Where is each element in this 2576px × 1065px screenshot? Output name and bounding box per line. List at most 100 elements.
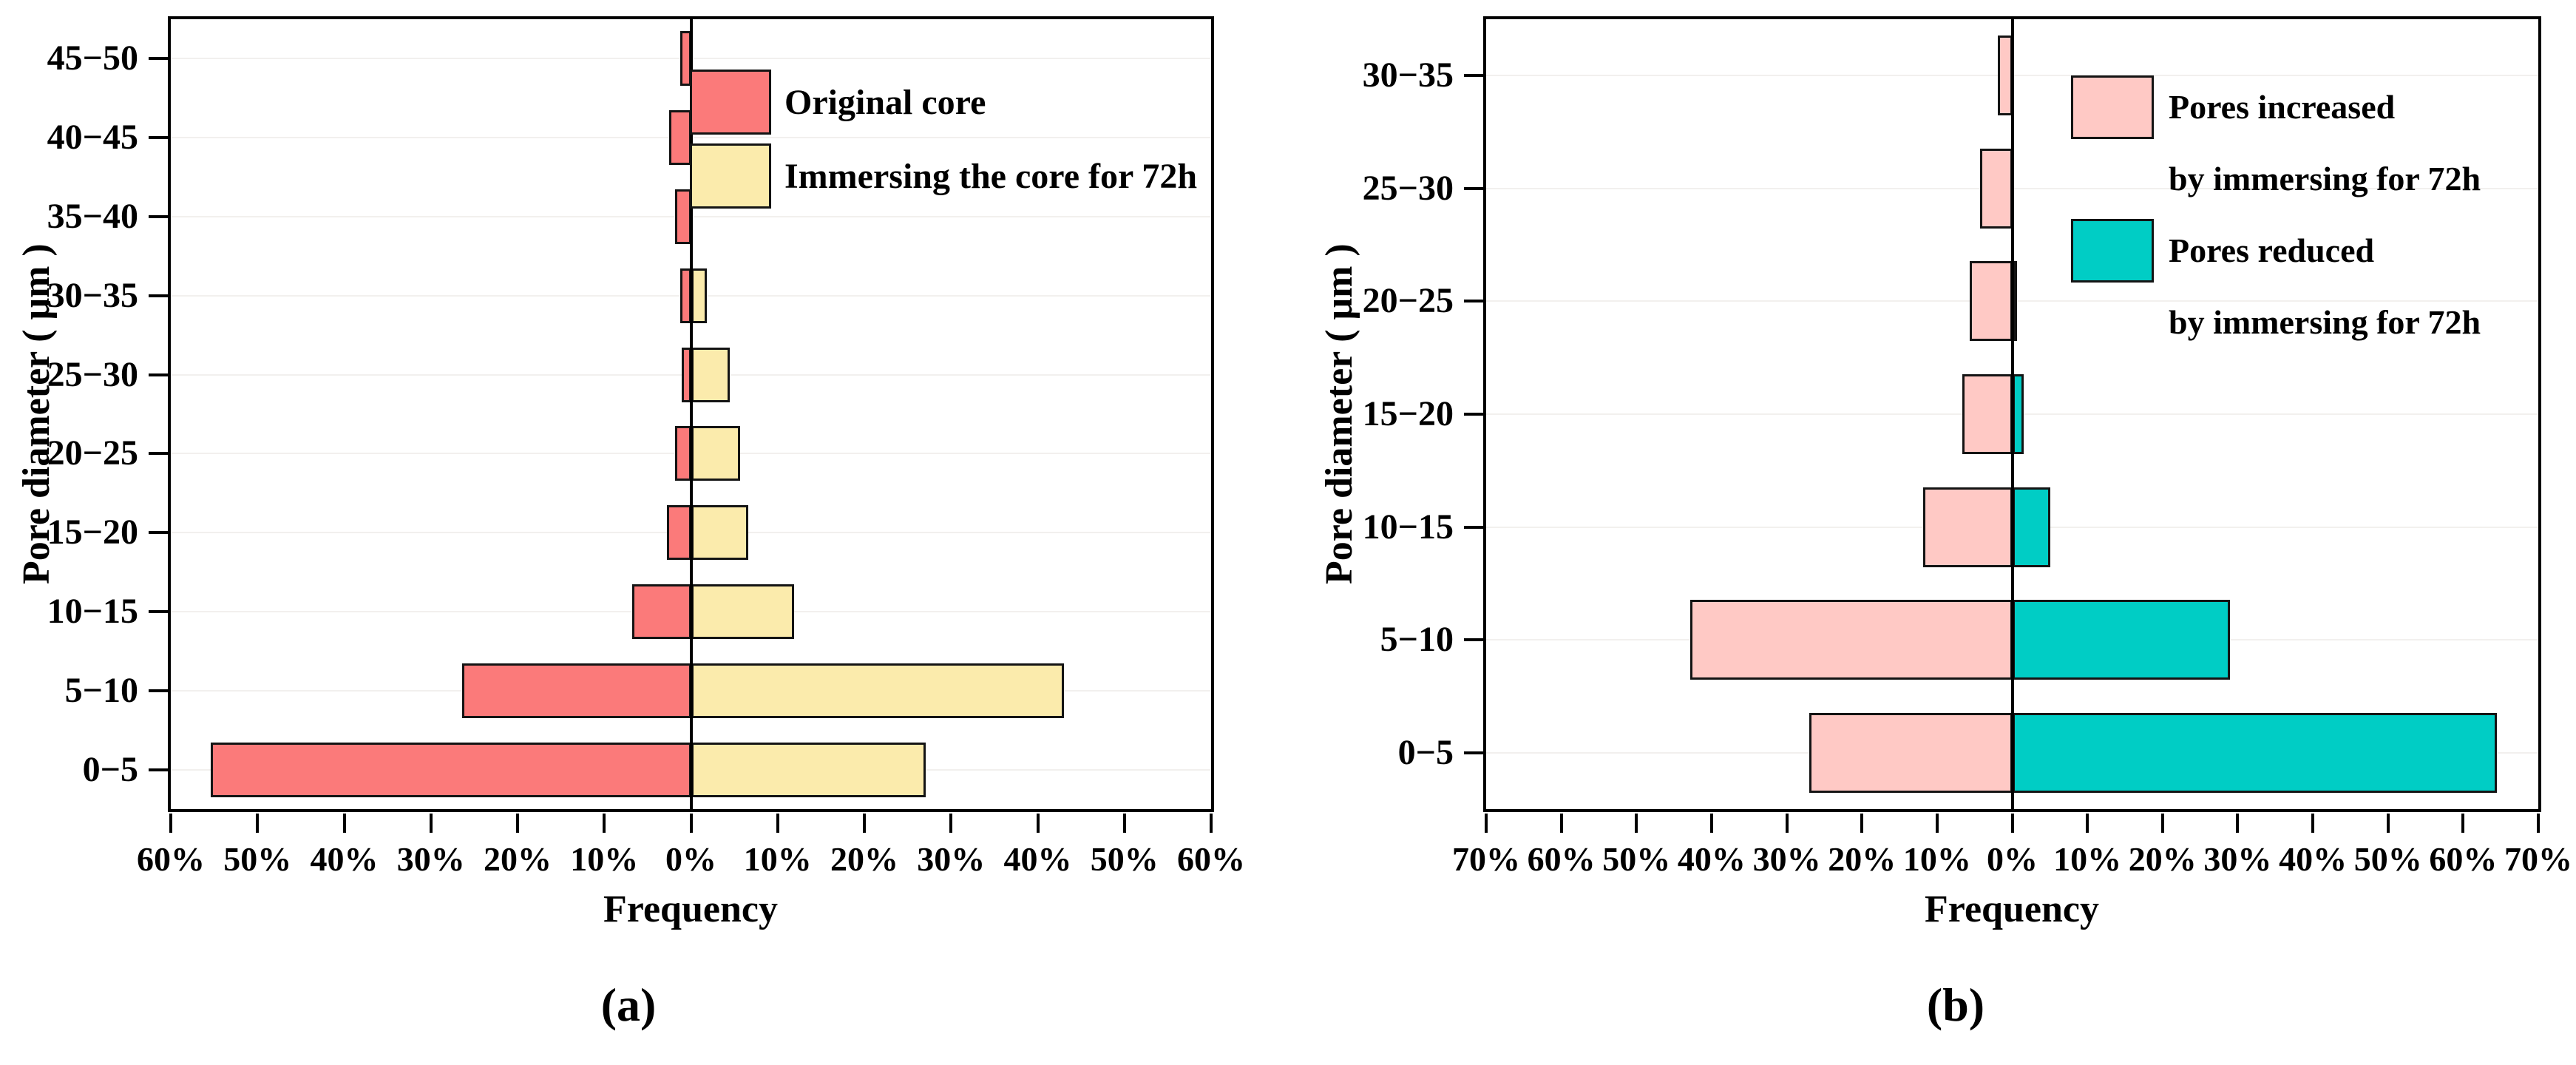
y-tick-mark bbox=[149, 610, 168, 613]
x-tick-label-6: 10% bbox=[1902, 840, 1971, 878]
y-tick-label-30−35: 30−35 bbox=[47, 275, 138, 315]
x-tick-mark bbox=[516, 814, 519, 833]
x-tick-mark bbox=[1210, 814, 1213, 833]
bar-left-35−40 bbox=[675, 189, 691, 244]
legend-item-pores-reduced: Pores reduced by immersing for 72h bbox=[2071, 214, 2481, 358]
x-tick-label-3: 40% bbox=[1677, 840, 1746, 878]
x-tick-mark bbox=[2086, 814, 2089, 833]
caption-b: (b) bbox=[1926, 978, 1985, 1031]
bar-right-10−15 bbox=[691, 584, 795, 639]
bar-right-15−20 bbox=[691, 505, 748, 561]
x-tick-mark bbox=[1036, 814, 1040, 833]
bar-left-20−25 bbox=[675, 426, 691, 481]
bar-left-5−10 bbox=[461, 663, 691, 718]
bar-left-40−45 bbox=[669, 110, 691, 166]
y-tick-mark bbox=[149, 768, 168, 771]
chart-a-x-axis-title: Frequency bbox=[603, 888, 778, 930]
x-tick-label-12: 50% bbox=[2353, 840, 2422, 878]
bar-right-0−5 bbox=[691, 742, 926, 797]
y-tick-label-40−45: 40−45 bbox=[47, 118, 138, 158]
bar-left-25−30 bbox=[1979, 148, 2013, 229]
legend-label-line: by immersing for 72h bbox=[2169, 160, 2481, 197]
y-tick-label-5−10: 5−10 bbox=[64, 670, 138, 710]
x-tick-mark bbox=[2010, 814, 2014, 833]
y-tick-mark bbox=[1464, 74, 1483, 78]
y-tick-label-30−35: 30−35 bbox=[1362, 55, 1454, 95]
legend-swatch-original-core bbox=[690, 70, 771, 135]
bar-right-30−35 bbox=[691, 268, 707, 323]
y-tick-label-20−25: 20−25 bbox=[47, 433, 138, 473]
y-tick-mark bbox=[149, 689, 168, 692]
legend-swatch-pores-increased bbox=[2071, 75, 2154, 139]
bar-left-5−10 bbox=[1690, 600, 2013, 680]
x-tick-label-7: 0% bbox=[1987, 840, 2038, 878]
x-tick-mark bbox=[863, 814, 866, 833]
x-tick-label-11: 50% bbox=[1090, 840, 1159, 878]
y-tick-mark bbox=[149, 57, 168, 61]
legend-swatch-immersed-core bbox=[690, 143, 771, 209]
chart-a-legend: Original core Immersing the core for 72h bbox=[690, 65, 1197, 213]
x-tick-mark bbox=[776, 814, 779, 833]
bar-right-10−15 bbox=[2012, 487, 2051, 567]
x-tick-label-0: 70% bbox=[1452, 840, 1520, 878]
legend-label-line: Pores increased bbox=[2169, 88, 2396, 126]
legend-swatch-pores-reduced bbox=[2071, 219, 2154, 283]
y-tick-mark bbox=[149, 373, 168, 376]
y-tick-label-10−15: 10−15 bbox=[47, 592, 138, 631]
x-tick-label-5: 20% bbox=[1828, 840, 1897, 878]
y-tick-mark bbox=[149, 294, 168, 297]
legend-item-pores-increased: Pores increased by immersing for 72h bbox=[2071, 71, 2481, 214]
bar-left-0−5 bbox=[1809, 712, 2013, 793]
y-tick-label-25−30: 25−30 bbox=[1362, 168, 1454, 208]
legend-item-original-core: Original core bbox=[690, 65, 1197, 139]
x-tick-label-2: 50% bbox=[1602, 840, 1671, 878]
x-tick-label-5: 10% bbox=[570, 840, 639, 878]
bar-right-15−20 bbox=[2012, 374, 2024, 454]
legend-label-pores-increased: Pores increased by immersing for 72h bbox=[2169, 71, 2481, 214]
x-tick-mark bbox=[949, 814, 953, 833]
y-tick-mark bbox=[1464, 300, 1483, 303]
chart-b-plot-area bbox=[1483, 16, 2541, 812]
caption-a: (a) bbox=[600, 978, 657, 1031]
y-tick-mark bbox=[1464, 751, 1483, 754]
x-tick-mark bbox=[2537, 814, 2540, 833]
x-tick-mark bbox=[342, 814, 346, 833]
x-tick-mark bbox=[1785, 814, 1789, 833]
bar-left-15−20 bbox=[1962, 374, 2013, 454]
x-tick-label-8: 10% bbox=[2053, 840, 2122, 878]
bar-right-25−30 bbox=[691, 347, 731, 402]
x-tick-label-8: 20% bbox=[830, 840, 898, 878]
zero-axis-line bbox=[689, 19, 693, 809]
legend-label-immersed-core: Immersing the core for 72h bbox=[784, 156, 1198, 196]
x-tick-mark bbox=[1122, 814, 1126, 833]
x-tick-mark bbox=[1709, 814, 1713, 833]
bar-left-0−5 bbox=[210, 742, 691, 797]
x-tick-mark bbox=[2311, 814, 2315, 833]
x-tick-label-10: 40% bbox=[1003, 840, 1072, 878]
x-tick-label-4: 30% bbox=[1752, 840, 1821, 878]
y-tick-mark bbox=[1464, 638, 1483, 642]
x-tick-label-0: 60% bbox=[137, 840, 205, 878]
x-tick-label-9: 20% bbox=[2128, 840, 2197, 878]
bar-left-10−15 bbox=[631, 584, 691, 639]
x-tick-label-7: 10% bbox=[743, 840, 812, 878]
x-tick-mark bbox=[1635, 814, 1638, 833]
y-tick-mark bbox=[1464, 186, 1483, 190]
x-tick-mark bbox=[429, 814, 433, 833]
x-tick-label-1: 60% bbox=[1527, 840, 1596, 878]
y-tick-label-20−25: 20−25 bbox=[1362, 281, 1454, 321]
x-tick-mark bbox=[2236, 814, 2240, 833]
chart-b-x-axis-title: Frequency bbox=[1925, 888, 2099, 930]
y-tick-mark bbox=[149, 136, 168, 140]
x-tick-label-12: 60% bbox=[1177, 840, 1245, 878]
y-tick-label-15−20: 15−20 bbox=[1362, 394, 1454, 433]
x-tick-mark bbox=[2386, 814, 2390, 833]
y-tick-label-35−40: 35−40 bbox=[47, 197, 138, 236]
y-tick-label-10−15: 10−15 bbox=[1362, 507, 1454, 547]
bar-right-5−10 bbox=[691, 663, 1064, 718]
legend-label-pores-reduced: Pores reduced by immersing for 72h bbox=[2169, 214, 2481, 358]
legend-label-original-core: Original core bbox=[784, 82, 986, 122]
x-tick-mark bbox=[2461, 814, 2465, 833]
